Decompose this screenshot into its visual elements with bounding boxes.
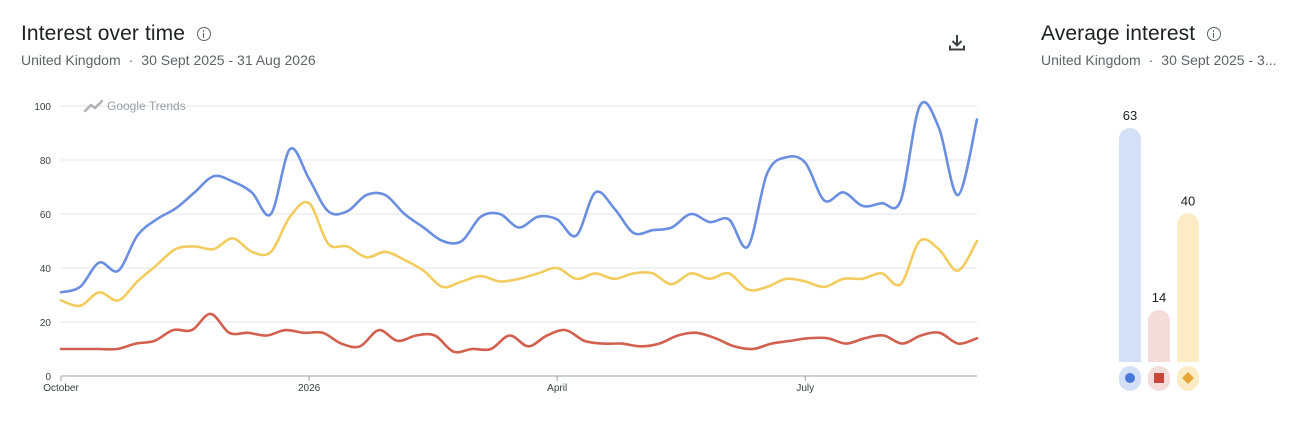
google-trends-watermark: Google Trends [83,99,186,113]
series-line-2[interactable] [59,312,979,354]
average-interest-bars: 63 14 40 [1119,108,1199,391]
x-tick-label: 2026 [298,383,321,394]
average-bar-2[interactable] [1148,310,1170,362]
average-bar-1[interactable] [1119,128,1141,362]
average-interest-title: Average interest [1041,22,1196,45]
average-bar-base [1177,351,1199,362]
axes: 0 20 40 60 80 100 October 2026 April July [34,102,814,394]
chart-title: Interest over time [21,22,186,45]
average-value-label: 14 [1152,290,1166,305]
average-value-label: 63 [1123,108,1137,123]
region-label: United Kingdom [21,52,121,68]
chart-subtitle: United Kingdom · 30 Sept 2025 - 31 Aug 202… [21,52,316,68]
y-tick-label: 80 [40,156,52,167]
series-line-1[interactable] [59,100,979,294]
average-interest-header: Average interest [1041,22,1222,46]
circle-marker-icon [1125,373,1135,383]
download-icon[interactable] [944,30,970,56]
square-marker-icon [1154,373,1164,383]
y-tick-label: 100 [34,102,51,113]
diamond-marker-icon [1182,372,1194,384]
series-line-3[interactable] [59,200,979,308]
x-tick-label: July [796,383,814,394]
y-tick-label: 40 [40,264,52,275]
y-tick-label: 60 [40,210,52,221]
y-tick-label: 0 [45,372,51,383]
average-bar-base [1119,351,1141,362]
series-lines [59,100,979,354]
date-range-label: 30 Sept 2025 - 31 Aug 2026 [141,52,316,68]
average-bar-base [1148,351,1170,362]
interest-over-time-header: Interest over time [21,22,212,46]
trends-icon [83,99,104,113]
x-tick-label: October [43,383,79,394]
watermark-text: Google Trends [107,99,186,113]
separator-dot: · [128,52,134,68]
info-icon[interactable] [197,27,212,41]
gridlines [61,105,977,377]
x-tick-label: April [547,383,567,394]
average-bar-3[interactable] [1177,213,1199,362]
average-value-label: 40 [1181,193,1195,208]
y-tick-label: 20 [40,318,52,329]
average-info-icon[interactable] [1207,27,1222,41]
